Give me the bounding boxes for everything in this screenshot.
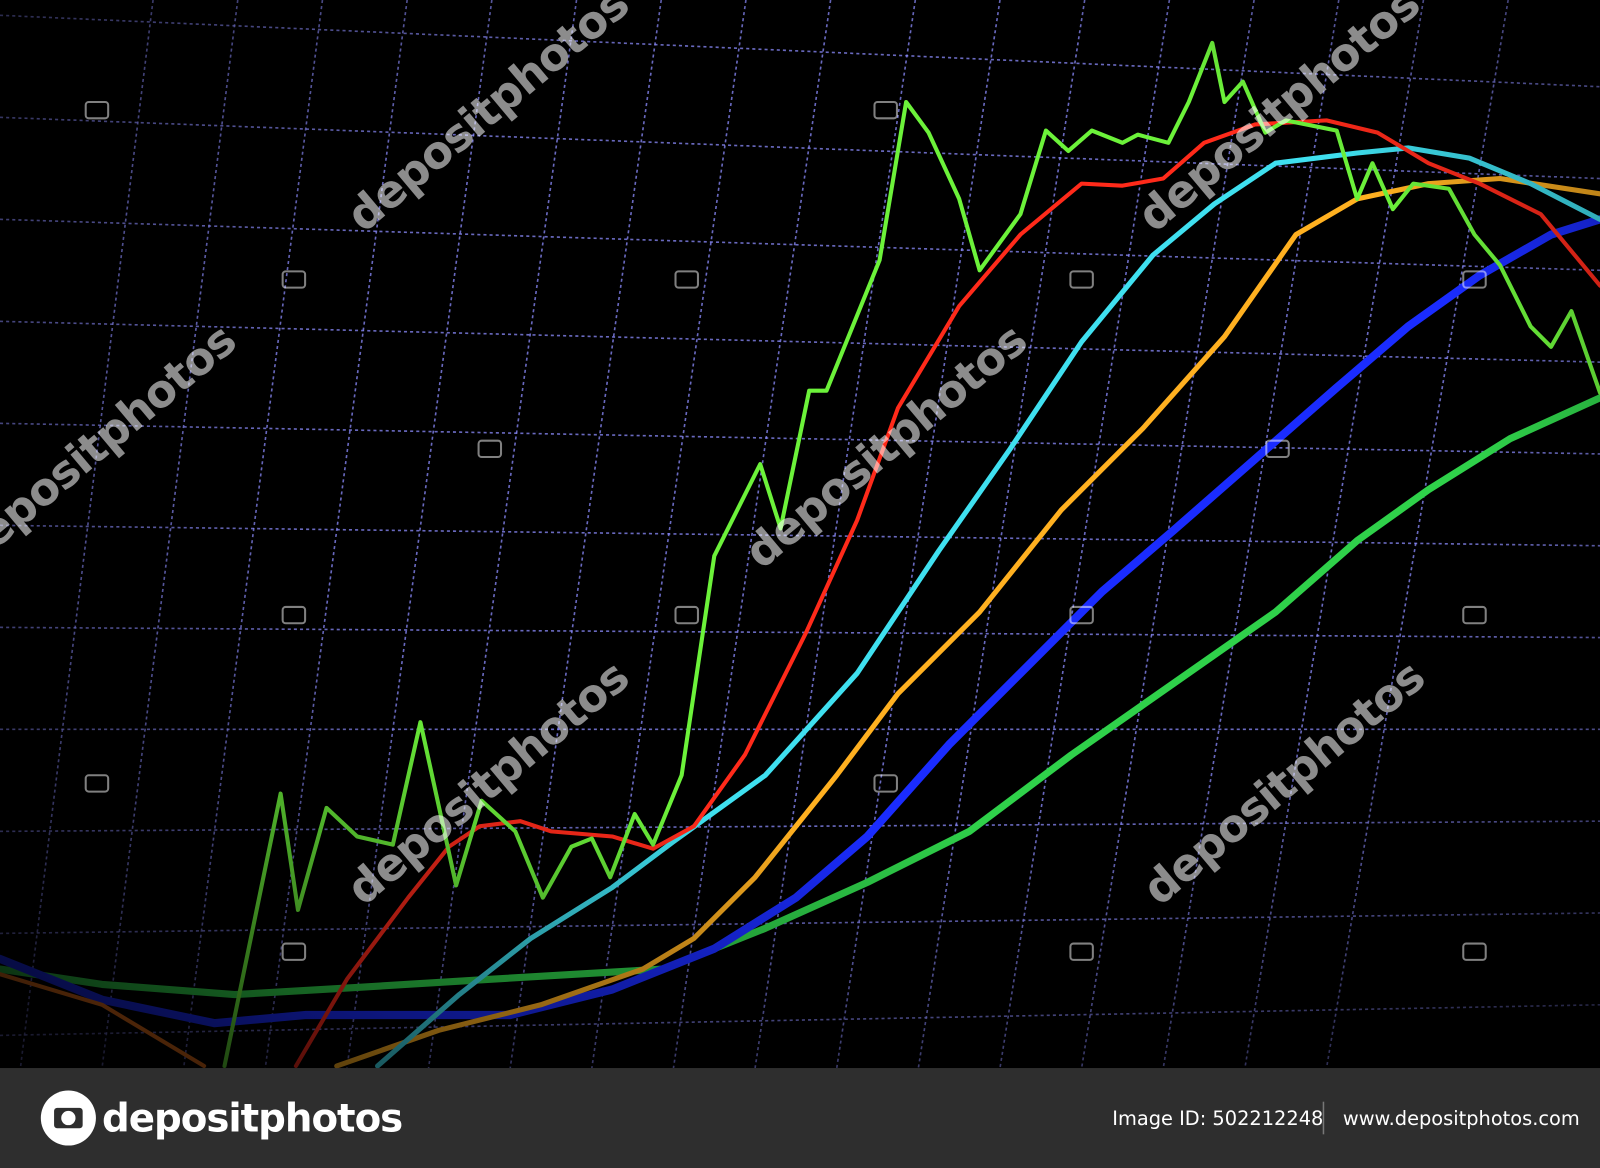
watermark-camera xyxy=(873,774,898,793)
watermark-camera xyxy=(477,439,503,459)
watermark-camera xyxy=(1069,942,1094,961)
image-id: Image ID: 502212248 xyxy=(1112,1107,1323,1130)
watermark-camera xyxy=(281,270,307,289)
watermark-camera xyxy=(1462,605,1487,625)
watermark-camera xyxy=(674,270,699,289)
vignette xyxy=(0,0,1600,1069)
footer-bar xyxy=(0,1068,1600,1168)
watermark-camera xyxy=(1265,439,1290,459)
watermark-camera xyxy=(84,100,110,120)
watermark-camera xyxy=(873,100,898,120)
watermark-camera xyxy=(674,605,699,625)
watermark-camera xyxy=(1462,270,1487,289)
website: www.depositphotos.com xyxy=(1343,1107,1580,1130)
watermark-camera xyxy=(281,605,307,625)
watermark-camera xyxy=(281,942,307,961)
logo-lens xyxy=(61,1110,76,1126)
watermark-camera xyxy=(1069,270,1094,289)
brand-name: depositphotos xyxy=(102,1096,402,1141)
watermark-camera xyxy=(1069,605,1094,625)
watermark-camera xyxy=(1462,942,1487,961)
watermark-camera xyxy=(84,774,110,793)
